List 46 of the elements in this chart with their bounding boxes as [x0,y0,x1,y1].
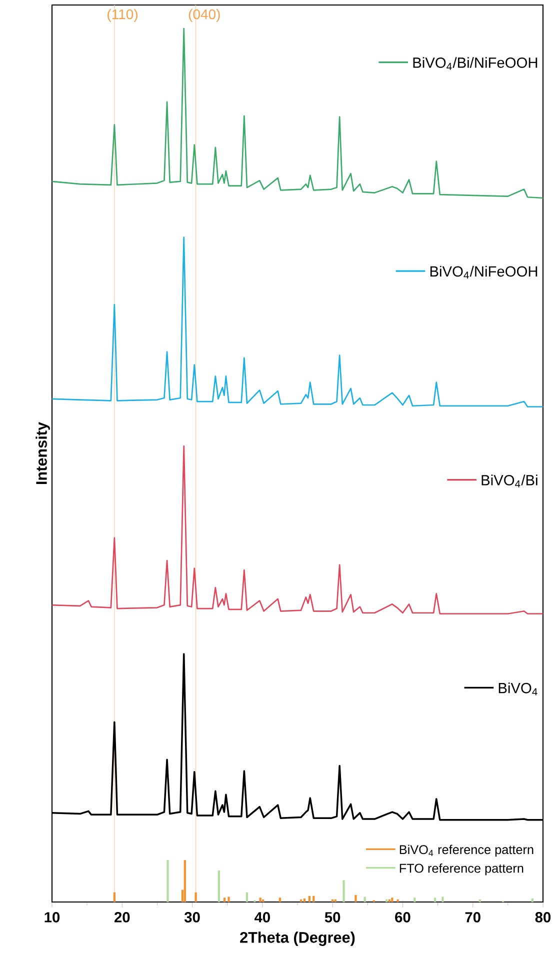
bar [113,892,116,902]
bar [478,899,481,902]
bar [388,899,390,902]
annotation: (040) [188,8,220,22]
bar [332,899,334,902]
bar [262,899,264,902]
legend-label: BiVO$_{4}$/NiFeOOH [430,266,538,279]
legend-label: BiVO$_{4}$/Bi/NiFeOOH [413,57,538,70]
annotation: (110) [108,8,138,22]
bar [342,880,345,902]
bar [194,892,197,902]
legend-label: BiVO$_{4}$ reference pattern [400,844,534,857]
legend-label: FTO reference pattern [400,863,524,876]
x-tick-label: 60 [395,912,410,922]
bar [414,898,416,902]
bar [386,899,388,902]
legend-label: BiVO$_{4}$ [498,682,538,696]
x-tick-label: 30 [184,912,200,922]
bar [396,899,399,902]
x-tick-label: 70 [465,912,480,922]
bar [184,860,186,902]
bar [442,896,444,902]
bar [223,898,226,902]
y-axis-title: Intensity [36,422,50,484]
bar [391,898,394,902]
bar [278,898,282,902]
x-tick-label: 80 [535,912,551,922]
bar [308,896,310,902]
x-tick-label: 40 [254,912,270,922]
x-tick-label: 10 [44,912,60,922]
bar [228,896,230,902]
bar [300,899,302,902]
bar [259,898,262,902]
bar [354,895,357,902]
x-tick-label: 50 [324,912,340,922]
bar [246,892,248,902]
x-axis-title: 2Theta (Degree) [240,932,355,946]
bar [166,860,169,902]
legend-label: BiVO$_{4}$/Bi [482,474,538,488]
bar [434,898,436,902]
bar [334,899,336,902]
x-tick-label: 20 [114,912,130,922]
bar [218,870,220,902]
bar [312,896,315,902]
bar [531,898,534,902]
bar [303,898,306,902]
